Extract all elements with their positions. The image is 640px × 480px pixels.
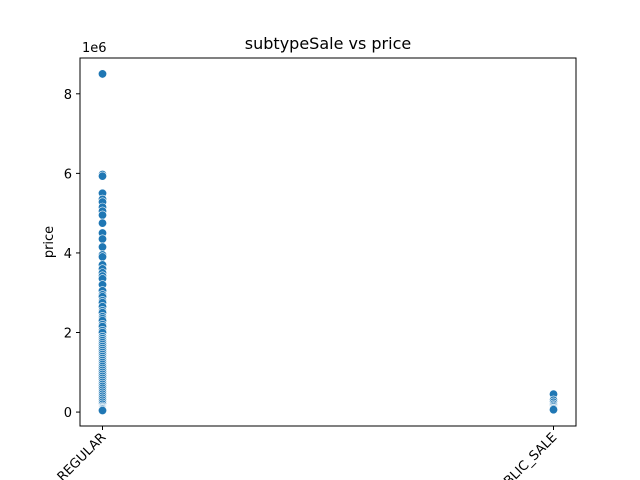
y-axis-ticks: 0 2 4 6 8 xyxy=(64,88,80,421)
data-point xyxy=(548,405,558,415)
y-tick-label: 2 xyxy=(64,327,72,342)
y-axis-label: price xyxy=(42,226,57,258)
y-tick-label: 8 xyxy=(64,88,72,103)
data-point xyxy=(98,242,108,252)
chart-title: subtypeSale vs price xyxy=(245,34,411,53)
y-offset-label: 1e6 xyxy=(82,41,107,56)
scatter-points xyxy=(98,69,558,415)
data-point xyxy=(98,252,108,262)
data-point xyxy=(98,234,108,244)
data-point xyxy=(98,210,108,220)
y-tick-label: 6 xyxy=(64,167,72,182)
y-tick-label: 0 xyxy=(64,406,72,421)
data-point xyxy=(98,69,108,79)
y-tick-label: 4 xyxy=(64,247,72,262)
data-point xyxy=(98,218,108,228)
x-tick-label: PUBLIC_SALE xyxy=(489,430,560,480)
data-point xyxy=(98,171,108,181)
x-tick-label: REGULAR xyxy=(55,430,110,480)
data-point xyxy=(98,405,108,415)
plot-area xyxy=(79,57,577,427)
x-axis-ticks: REGULAR PUBLIC_SALE xyxy=(55,426,560,480)
